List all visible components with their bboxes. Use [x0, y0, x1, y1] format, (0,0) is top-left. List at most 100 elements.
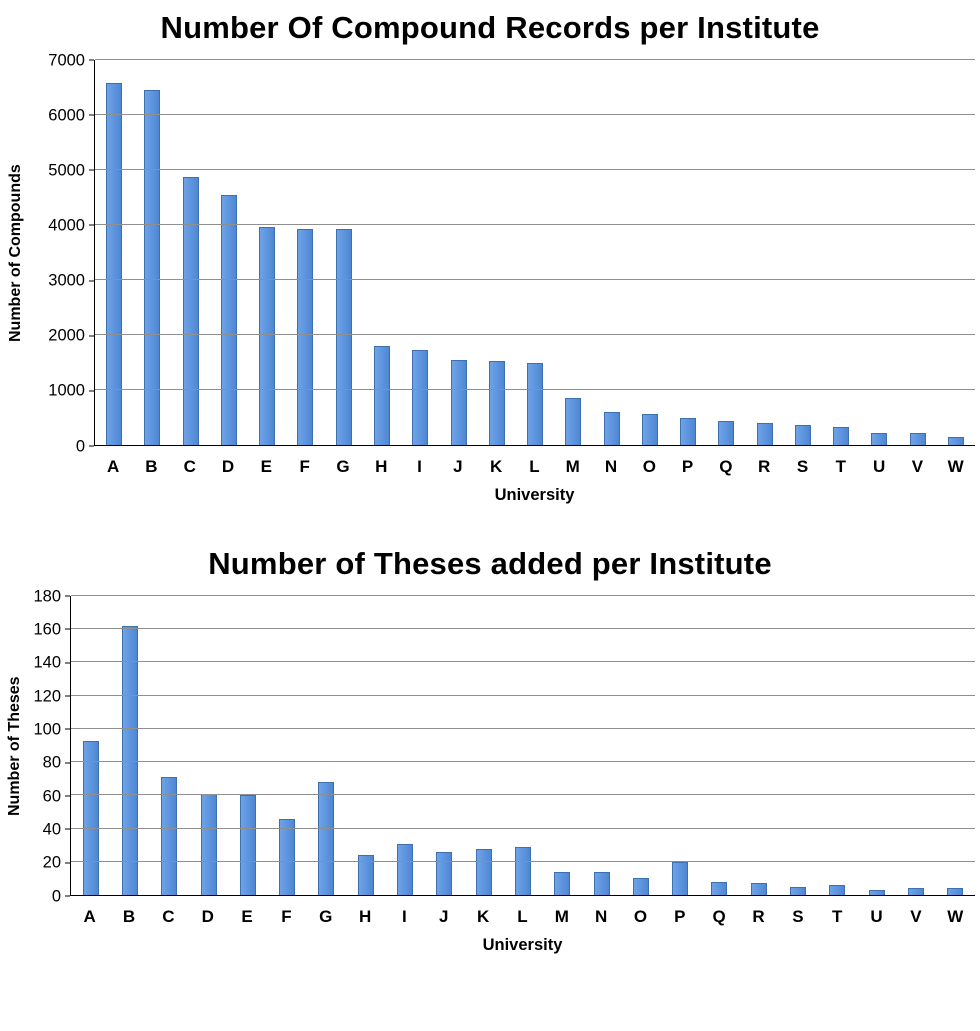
x-tick-label-F: F: [281, 907, 292, 926]
bar-T: [829, 885, 846, 895]
bar-D: [200, 793, 217, 895]
x-tick-label-C: C: [183, 457, 196, 476]
bar-slot: [860, 60, 898, 445]
y-tick-label: 120: [33, 686, 61, 705]
bar-slot: [631, 60, 669, 445]
y-tick-mark: [89, 224, 94, 226]
x-tick-label-R: R: [758, 457, 771, 476]
bar-slot: [592, 60, 630, 445]
bar-slot: [707, 60, 745, 445]
y-axis-title: Number of Compounds: [7, 164, 24, 342]
bar-T: [833, 426, 850, 445]
chart-area: Number of Compounds 0 1000 2000 3000 4000 500…: [0, 52, 980, 512]
page: Number Of Compound Records per Institute…: [0, 10, 980, 962]
y-tick-label: 0: [75, 436, 85, 455]
y-tick-mark: [89, 445, 94, 447]
bar-slot: [554, 60, 592, 445]
y-tick-mark: [65, 628, 70, 630]
bar-slot: [325, 60, 363, 445]
y-axis-ticks: 0 20 40 60 80 100 120 140 160 180: [30, 588, 70, 904]
y-tick-mark: [65, 762, 70, 764]
bar-slot: [286, 60, 324, 445]
x-tick-label-N: N: [595, 907, 608, 926]
bar-slot: [363, 60, 401, 445]
bar-N: [603, 412, 620, 445]
gridline: [71, 794, 975, 796]
bar-slot: [937, 60, 975, 445]
y-tick-mark: [89, 390, 94, 392]
x-tick-label-D: D: [221, 457, 235, 476]
x-tick-label-Q: Q: [719, 457, 733, 476]
y-tick-mark: [89, 280, 94, 282]
bar-H: [357, 855, 374, 895]
bar-slot: [936, 596, 975, 895]
bar-M: [565, 397, 582, 445]
bar-slot: [822, 60, 860, 445]
x-tick-label-G: G: [336, 457, 350, 476]
x-tick-label-V: V: [911, 457, 924, 476]
bar-slot: [621, 596, 660, 895]
x-tick-label-W: W: [947, 907, 964, 926]
bar-I: [397, 843, 414, 895]
gridline: [71, 694, 975, 696]
x-tick-label-K: K: [476, 907, 490, 926]
bar-M: [554, 871, 571, 895]
bars: [95, 60, 975, 445]
bar-W: [947, 888, 964, 895]
bars: [71, 596, 975, 895]
gridline: [95, 389, 975, 390]
x-tick-label-W: W: [947, 457, 964, 476]
y-tick-mark: [65, 695, 70, 697]
bar-slot: [425, 596, 464, 895]
y-tick-label: 40: [42, 820, 61, 839]
y-tick-mark: [89, 335, 94, 337]
x-tick-label-O: O: [642, 457, 656, 476]
bar-slot: [543, 596, 582, 895]
x-tick-label-C: C: [162, 907, 175, 926]
x-tick-label-U: U: [870, 907, 883, 926]
gridline: [95, 224, 975, 225]
y-tick-label: 2000: [48, 326, 85, 345]
x-axis-ticks: A B C D E F G H I J K L M N O P Q R S T U V W: [94, 446, 975, 482]
bar-P: [672, 861, 689, 895]
bar-slot: [503, 596, 542, 895]
bar-H: [373, 346, 390, 445]
bar-slot: [228, 596, 267, 895]
bar-slot: [150, 596, 189, 895]
bar-slot: [669, 60, 707, 445]
chart-title: Number of Theses added per Institute: [208, 546, 772, 581]
x-tick-label-N: N: [604, 457, 618, 476]
gridline: [95, 169, 975, 170]
bar-L: [527, 363, 544, 445]
bar-S: [789, 886, 806, 895]
bar-O: [641, 414, 658, 445]
bar-P: [680, 418, 697, 445]
y-tick-label: 20: [42, 853, 61, 872]
bar-slot: [267, 596, 306, 895]
bar-B: [144, 90, 161, 445]
chart-area: Number of Theses 0 20 40 60 80 100 120 140 160 18…: [0, 588, 980, 962]
bar-J: [450, 360, 467, 445]
plot-area: [94, 59, 975, 446]
bar-E: [259, 227, 276, 445]
y-tick-mark: [65, 662, 70, 664]
x-tick-label-A: A: [83, 907, 96, 926]
bar-slot: [478, 60, 516, 445]
x-tick-label-E: E: [241, 907, 253, 926]
y-tick-label: 180: [33, 586, 61, 605]
x-tick-label-M: M: [554, 907, 569, 926]
bar-slot: [439, 60, 477, 445]
y-tick-mark: [65, 595, 70, 597]
bar-slot: [172, 60, 210, 445]
bar-K: [475, 848, 492, 895]
bar-F: [279, 818, 296, 895]
x-tick-label-L: L: [517, 907, 528, 926]
gridline: [71, 595, 975, 596]
bar-slot: [516, 60, 554, 445]
bar-C: [161, 777, 178, 895]
bar-slot: [133, 60, 171, 445]
bar-Q: [711, 881, 728, 895]
bar-slot: [899, 60, 937, 445]
y-tick-label: 3000: [48, 271, 85, 290]
theses-added-chart: Number of Theses added per Institute Num…: [0, 546, 980, 962]
